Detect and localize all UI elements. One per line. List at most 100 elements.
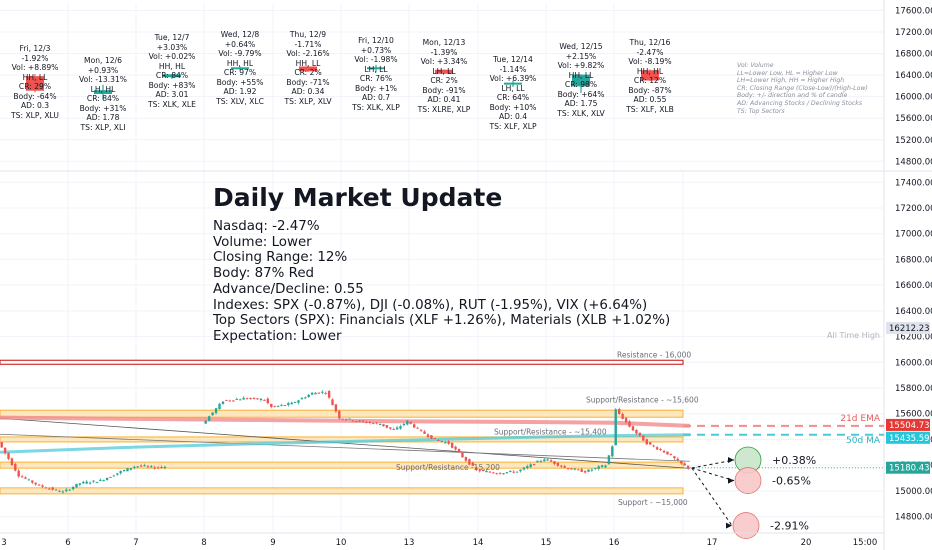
update-volume: Volume: Lower	[213, 234, 312, 250]
intraday-candle-body	[464, 457, 468, 461]
intraday-candle-body	[659, 449, 662, 451]
update-expectation: Expectation: Lower	[213, 328, 342, 344]
price-tag-ath: 16212.23	[889, 324, 930, 334]
top-panel-price-axis[interactable]: 14800.00 15200.00 15600.00 16000.00 16400.00…	[883, 0, 932, 550]
daily-summary-line: +0.73%	[360, 45, 392, 55]
time-tick-label: 3	[1, 538, 6, 548]
trendlines	[0, 417, 690, 469]
intraday-candle-body	[252, 397, 256, 399]
intraday-candle-body	[645, 439, 648, 445]
daily-summary-label: Thu, 12/9 -1.71% Vol: -2.16% HH, LL CR: 2% Bo…	[263, 30, 353, 106]
price-tags: 16212.23 15504.73 15435.59 15180.43	[886, 322, 930, 474]
projection-label: -2.91%	[770, 520, 809, 533]
intraday-candle-body	[283, 404, 287, 406]
intraday-candle-body	[580, 469, 583, 472]
time-tick-label: 8	[201, 538, 206, 548]
intraday-candle-body	[389, 427, 392, 429]
daily-summary-line: AD: 0.3	[20, 101, 50, 110]
daily-summary-line: -1.14%	[499, 64, 527, 74]
intraday-candle-body	[600, 465, 604, 467]
daily-summary-line: TS: XLP, XLU	[11, 110, 59, 120]
intraday-candle-body	[539, 460, 543, 462]
intraday-candle-body	[430, 435, 433, 439]
intraday-candle-body	[102, 480, 105, 482]
intraday-candle-body	[105, 477, 109, 481]
daily-summary-line: -1.92%	[21, 53, 49, 63]
intraday-candle-body	[447, 441, 450, 444]
main-tick-label: 16800.00	[895, 255, 932, 265]
daily-summary-line: AD: 1.92	[223, 87, 257, 96]
price-tag-ema21-bg	[886, 418, 930, 431]
daily-summary-line: AD: 0.34	[291, 87, 325, 96]
daily-candle-body	[504, 82, 522, 85]
time-tick-label: 10	[336, 538, 347, 548]
intraday-candle-body	[293, 402, 297, 404]
intraday-candle-body	[44, 487, 48, 489]
trendline	[0, 417, 690, 469]
intraday-candle-body	[563, 466, 566, 468]
intraday-candle-body	[406, 420, 409, 425]
update-advance-decline: Advance/Decline: 0.55	[213, 281, 364, 297]
intraday-candle-body	[207, 416, 211, 421]
update-closing-range: Closing Range: 12%	[213, 250, 348, 266]
main-tick-label: 16400.00	[895, 307, 932, 317]
legend-line: AD: Advancing Stocks / Declining Stocks	[737, 99, 863, 107]
main-tick-label: 17200.00	[895, 204, 932, 214]
intraday-candle-body	[0, 442, 3, 448]
intraday-candle-body	[361, 420, 365, 422]
legend-line: Vol: Volume	[737, 62, 774, 69]
intraday-candle-body	[628, 421, 631, 427]
intraday-candle-body	[536, 460, 539, 463]
intraday-candle-body	[143, 465, 146, 467]
intraday-candle-body	[546, 459, 549, 461]
daily-summary-line: +0.93%	[87, 65, 119, 75]
intraday-candle-body	[290, 402, 293, 405]
intraday-candle-body	[341, 418, 344, 420]
projection-arrowhead	[728, 457, 734, 463]
intraday-candle-body	[457, 448, 461, 453]
abbreviation-legend: Vol: Volume LL=Lower Low, HL = Higher Lo…	[737, 62, 887, 115]
top-panel-grid	[0, 4, 884, 171]
intraday-candle-body	[471, 462, 475, 466]
daily-summary-line: AD: 0.7	[361, 93, 391, 102]
intraday-candle-body	[529, 464, 532, 467]
intraday-candle-body	[146, 466, 150, 468]
intraday-candle-body	[307, 394, 310, 398]
intraday-candle-body	[41, 485, 44, 487]
projection-marker	[734, 467, 762, 494]
intraday-candle-body	[204, 420, 207, 424]
intraday-candle-body	[10, 458, 14, 466]
intraday-candle-body	[543, 459, 546, 462]
daily-summary-line: LH, LL	[501, 83, 525, 93]
daily-summary-label: Mon, 12/6 +0.93% Vol: -13.31% LH, HL CR: 84%…	[58, 56, 148, 132]
daily-summary-line: HH, HL	[226, 58, 254, 68]
intraday-candle-body	[122, 469, 126, 472]
intraday-candle-body	[372, 423, 375, 425]
intraday-candle-body	[235, 399, 238, 401]
top-panel-candles	[26, 64, 659, 100]
daily-summary-line: TS: XLP, XLV	[284, 96, 332, 106]
label-resistance-16000: Resistance - 16,000	[617, 350, 691, 359]
intraday-candle-body	[68, 489, 71, 491]
intraday-candle-body	[478, 470, 481, 472]
daily-summary-label: Tue, 12/7 +3.03% Vol: +0.02% HH, HL CR: 84% B…	[127, 33, 217, 109]
daily-summary-line: TS: XLK, XLE	[148, 99, 196, 109]
intraday-candle-body	[276, 405, 280, 407]
time-axis[interactable]: 3 6 7 8 9 10 13 14 15 16 17 20 15:00	[0, 532, 884, 548]
time-tick-label: 6	[65, 538, 70, 548]
intraday-candle-body	[399, 426, 402, 429]
projection-path	[691, 467, 735, 482]
daily-summary-line: CR: 76%	[359, 74, 393, 83]
daily-summary-line: CR: 12%	[633, 76, 667, 85]
daily-summary-line: Wed, 12/15	[559, 42, 603, 51]
intraday-candle-body	[82, 481, 85, 484]
update-indexes: Indexes: SPX (-0.87%), DJI (-0.08%), RUT…	[213, 297, 648, 313]
intraday-candle-body	[522, 467, 526, 470]
intraday-candle-body	[655, 447, 659, 450]
intraday-candle-body	[71, 486, 75, 490]
projection-path	[691, 459, 735, 469]
intraday-candle-body	[549, 460, 553, 462]
legend-line: LH=Lower High, HH = Higher High	[737, 77, 845, 85]
intraday-candle-body	[492, 472, 495, 474]
price-tag-ath-bg	[886, 322, 930, 334]
